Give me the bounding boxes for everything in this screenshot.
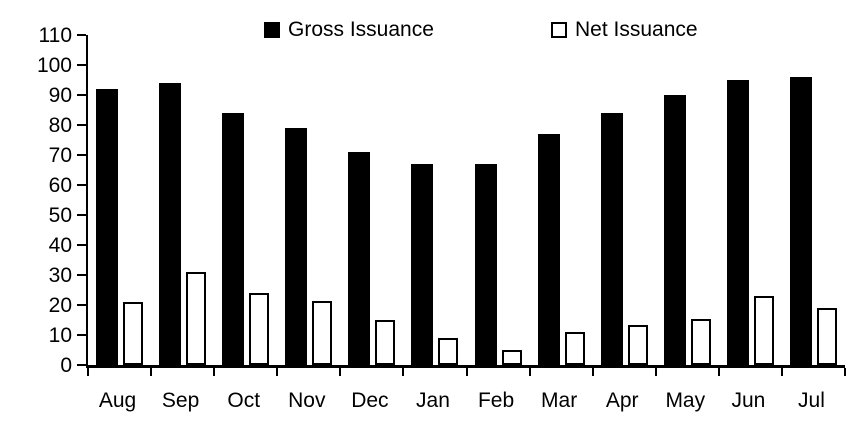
x-axis-month-label: Apr — [605, 389, 639, 412]
y-axis-tick — [77, 154, 86, 156]
gross-issuance-bar — [159, 83, 182, 365]
bar-group — [782, 35, 845, 365]
x-axis-tick — [717, 368, 720, 376]
gross-issuance-swatch-icon — [264, 21, 280, 38]
net-issuance-bar — [501, 350, 522, 365]
y-axis-tick-label: 90 — [48, 84, 72, 107]
y-axis-tick — [77, 244, 86, 246]
legend-label-net: Net Issuance — [575, 18, 698, 41]
y-axis-tick-label: 50 — [48, 204, 72, 227]
y-axis-tick-label: 100 — [36, 54, 72, 77]
legend-item-net: Net Issuance — [551, 19, 698, 40]
y-axis-tick — [77, 124, 86, 126]
y-axis-tick — [77, 364, 86, 366]
y-axis-tick-label: 40 — [48, 234, 72, 257]
y-axis-tick — [77, 304, 86, 306]
bar-group — [403, 35, 466, 365]
net-issuance-bar — [123, 302, 144, 365]
net-issuance-bar — [186, 272, 207, 365]
x-axis-month-label: Jun — [731, 389, 766, 412]
gross-issuance-bar — [663, 95, 686, 365]
net-issuance-bar — [627, 324, 648, 365]
x-axis-month-label: Jul — [798, 389, 825, 412]
legend-label-gross: Gross Issuance — [288, 18, 434, 41]
gross-issuance-bar — [474, 164, 497, 365]
x-axis-month-label: Feb — [477, 389, 515, 412]
x-axis-tick — [339, 368, 342, 376]
x-axis-month-label: May — [665, 389, 706, 412]
x-axis-tick — [591, 368, 594, 376]
gross-issuance-bar — [222, 113, 245, 365]
y-axis-tick — [77, 334, 86, 336]
net-issuance-bar — [816, 308, 837, 365]
x-axis-tick — [654, 368, 657, 376]
net-issuance-bar — [375, 320, 396, 365]
y-axis-tick-label: 0 — [60, 354, 72, 377]
bar-group — [719, 35, 782, 365]
gross-issuance-bar — [537, 134, 560, 365]
bar-group — [214, 35, 277, 365]
net-issuance-bar — [690, 318, 711, 365]
bar-group — [530, 35, 593, 365]
bar-group — [656, 35, 719, 365]
net-issuance-bar — [249, 293, 270, 365]
x-axis-month-label: Jan — [416, 389, 450, 412]
gross-issuance-bar — [600, 113, 623, 365]
y-axis-tick — [77, 214, 86, 216]
net-issuance-bar — [564, 332, 585, 365]
gross-issuance-bar — [789, 77, 812, 365]
net-issuance-bar — [438, 338, 459, 365]
x-axis-month-label: Dec — [351, 389, 389, 412]
x-axis-month-label: Sep — [161, 389, 200, 412]
gross-issuance-bar — [285, 128, 308, 365]
x-axis-tick — [213, 368, 216, 376]
y-axis-tick — [77, 94, 86, 96]
x-axis-tick — [465, 368, 468, 376]
y-axis-tick-label: 110 — [38, 24, 72, 47]
bar-group — [340, 35, 403, 365]
net-issuance-bar — [753, 296, 774, 365]
legend-item-gross: Gross Issuance — [264, 19, 434, 40]
y-axis-tick — [77, 64, 86, 66]
x-axis-tick — [528, 368, 531, 376]
x-axis-tick — [844, 368, 846, 376]
y-axis-tick-label: 30 — [48, 264, 72, 287]
gross-issuance-bar — [726, 80, 749, 365]
x-axis-month-label: Mar — [541, 389, 578, 412]
bar-group — [88, 35, 151, 365]
net-issuance-swatch-icon — [551, 21, 567, 38]
gross-issuance-bar — [348, 152, 371, 365]
bar-group — [593, 35, 656, 365]
bar-group — [467, 35, 530, 365]
bar-group — [151, 35, 214, 365]
y-axis-tick-label: 70 — [48, 144, 72, 167]
x-axis-month-label: Aug — [98, 389, 137, 412]
x-axis-month-label: Nov — [288, 389, 326, 412]
y-axis-tick — [77, 34, 86, 36]
y-axis-tick-label: 80 — [48, 114, 72, 137]
y-axis-tick — [77, 184, 86, 186]
gross-issuance-bar — [411, 164, 434, 365]
x-axis-tick — [87, 368, 89, 376]
y-axis-tick — [77, 274, 86, 276]
x-axis-tick — [780, 368, 783, 376]
plot-area: 0 10 20 30 40 50 60 70 80 90 100 110 — [37, 25, 846, 376]
y-axis-tick-label: 10 — [48, 324, 72, 347]
x-axis-month-label: Oct — [227, 389, 261, 412]
x-axis-tick — [402, 368, 405, 376]
x-axis-tick — [150, 368, 153, 376]
gross-issuance-bar — [96, 89, 119, 365]
bar-group — [277, 35, 340, 365]
net-issuance-bar — [312, 300, 333, 365]
y-axis-tick-label: 20 — [48, 294, 72, 317]
y-axis-tick-label: 60 — [48, 174, 72, 197]
x-axis-tick — [276, 368, 279, 376]
